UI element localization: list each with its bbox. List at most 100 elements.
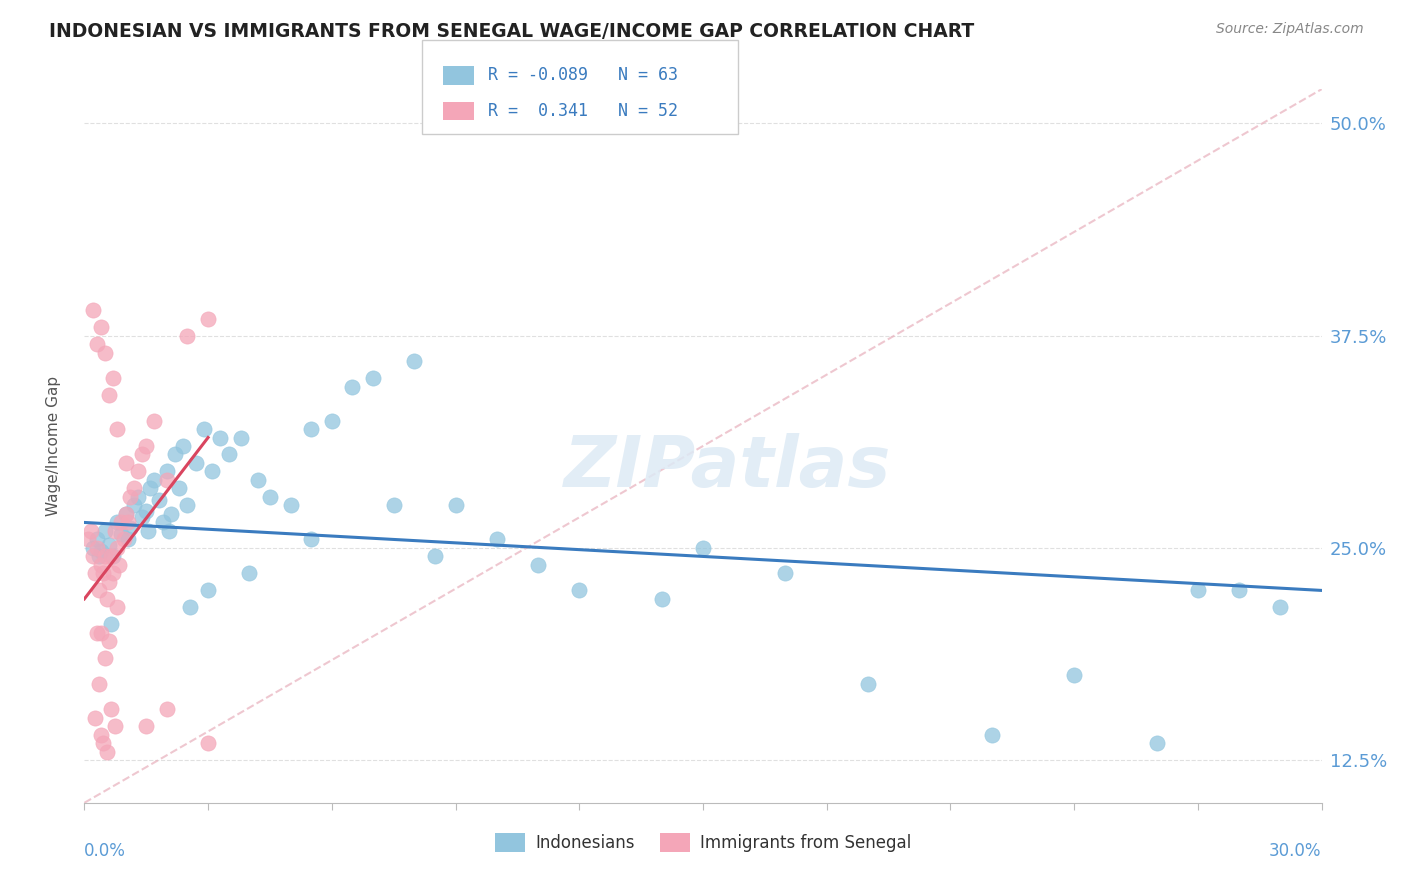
Point [114, 507, 136, 521]
Point [176, 328, 198, 343]
Point [98, 634, 121, 648]
Point [299, 422, 322, 436]
Point [110, 516, 132, 530]
Point [90, 728, 112, 742]
Point [131, 448, 153, 462]
Point [90, 626, 112, 640]
Point [139, 482, 162, 496]
Point [94, 345, 117, 359]
Point [105, 541, 128, 555]
Point [382, 499, 405, 513]
Point [105, 422, 128, 436]
Point [148, 493, 170, 508]
Point [197, 736, 219, 750]
Point [856, 677, 879, 691]
Point [131, 510, 153, 524]
Point [82, 303, 104, 318]
Point [117, 533, 139, 547]
Point [122, 499, 145, 513]
Legend: Indonesians, Immigrants from Senegal: Indonesians, Immigrants from Senegal [488, 827, 918, 859]
Point [135, 503, 157, 517]
Point [94, 651, 117, 665]
Point [423, 549, 446, 564]
Point [127, 490, 149, 504]
Point [94, 549, 117, 564]
Point [118, 520, 141, 534]
Point [160, 507, 183, 521]
Point [104, 524, 127, 538]
Point [117, 516, 139, 530]
Point [112, 533, 135, 547]
Point [1063, 668, 1085, 682]
Point [179, 600, 201, 615]
Point [299, 533, 322, 547]
Point [127, 465, 149, 479]
Point [1227, 583, 1250, 598]
Point [87, 549, 110, 564]
Point [108, 558, 131, 572]
Point [135, 439, 157, 453]
Point [122, 482, 145, 496]
Point [246, 473, 269, 487]
Point [87, 583, 110, 598]
Point [98, 537, 121, 551]
Point [114, 456, 136, 470]
Point [82, 541, 104, 555]
Point [100, 702, 122, 716]
Point [86, 337, 108, 351]
Point [167, 482, 190, 496]
Point [114, 507, 136, 521]
Point [103, 549, 125, 564]
Point [83, 566, 105, 581]
Point [197, 583, 219, 598]
Point [103, 566, 125, 581]
Point [79, 524, 101, 538]
Point [651, 591, 673, 606]
Point [86, 533, 108, 547]
Point [229, 430, 252, 444]
Point [342, 379, 364, 393]
Point [91, 566, 114, 581]
Point [172, 439, 194, 453]
Point [238, 566, 260, 581]
Point [98, 388, 121, 402]
Point [197, 311, 219, 326]
Point [209, 430, 232, 444]
Text: 30.0%: 30.0% [1270, 842, 1322, 860]
Point [157, 524, 180, 538]
Point [90, 544, 112, 558]
Point [143, 473, 166, 487]
Point [100, 617, 122, 632]
Point [218, 448, 240, 462]
Point [82, 549, 104, 564]
Text: R = -0.089   N = 63: R = -0.089 N = 63 [488, 66, 678, 85]
Point [568, 583, 591, 598]
Point [165, 448, 187, 462]
Point [692, 541, 714, 555]
Point [103, 371, 125, 385]
Point [361, 371, 384, 385]
Point [1146, 736, 1168, 750]
Text: 0.0%: 0.0% [84, 842, 127, 860]
Point [110, 527, 132, 541]
Point [104, 719, 127, 733]
Point [775, 566, 797, 581]
Point [176, 499, 198, 513]
Text: R =  0.341   N = 52: R = 0.341 N = 52 [488, 102, 678, 120]
Point [444, 499, 467, 513]
Point [1270, 600, 1292, 615]
Point [94, 524, 117, 538]
Point [105, 600, 128, 615]
Point [135, 719, 157, 733]
Point [156, 473, 179, 487]
Point [980, 728, 1002, 742]
Point [404, 354, 426, 368]
Point [96, 591, 118, 606]
Point [259, 490, 281, 504]
Point [96, 745, 118, 759]
Point [527, 558, 550, 572]
Point [77, 533, 100, 547]
Point [86, 626, 108, 640]
Point [201, 465, 224, 479]
Point [83, 711, 105, 725]
